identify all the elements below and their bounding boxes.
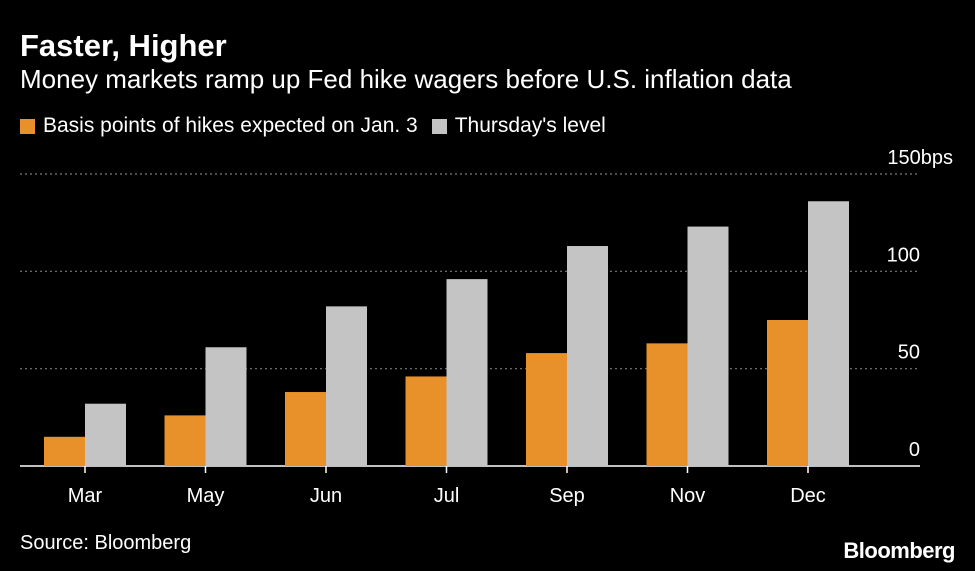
legend-label-jan3: Basis points of hikes expected on Jan. 3 (43, 114, 418, 137)
legend-label-thursday: Thursday's level (454, 114, 606, 137)
x-tick-label: Jun (310, 485, 342, 507)
bar-thursday (808, 201, 849, 466)
legend-swatch-jan3 (20, 118, 35, 134)
x-tick-label: Dec (790, 485, 826, 507)
bar-thursday (687, 226, 729, 466)
legend: Basis points of hikes expected on Jan. 3… (20, 114, 620, 138)
bar-thursday (567, 246, 608, 466)
bar-jan3 (767, 320, 808, 466)
bar-thursday (326, 306, 367, 466)
chart-title: Faster, Higher (20, 28, 227, 63)
y-tick-label: 150bps (887, 147, 953, 169)
legend-item-jan3: Basis points of hikes expected on Jan. 3 (20, 114, 418, 138)
x-tick-label: Nov (670, 485, 706, 507)
bar-jan3 (285, 392, 326, 466)
x-tick-label: May (187, 485, 225, 507)
x-tick-label: Mar (68, 485, 103, 507)
bar-jan3 (526, 353, 567, 466)
x-tick-label: Sep (549, 485, 585, 507)
bar-thursday (446, 279, 488, 466)
bar-jan3 (164, 415, 206, 466)
y-tick-label: 100 (887, 244, 920, 266)
bar-thursday (85, 403, 126, 466)
bloomberg-logo: Bloomberg (843, 538, 955, 563)
legend-swatch-thursday (431, 118, 447, 134)
bar-jan3 (405, 376, 447, 466)
y-tick-label: 50 (898, 342, 920, 364)
bar-jan3 (44, 436, 85, 466)
bar-jan3 (646, 343, 688, 466)
bar-thursday (205, 347, 247, 466)
x-tick-label: Jul (434, 485, 460, 507)
chart-subtitle: Money markets ramp up Fed hike wagers be… (20, 64, 792, 94)
legend-item-thursday: Thursday's level (431, 114, 606, 138)
y-tick-label: 0 (909, 439, 920, 461)
source-note: Source: Bloomberg (20, 532, 192, 554)
